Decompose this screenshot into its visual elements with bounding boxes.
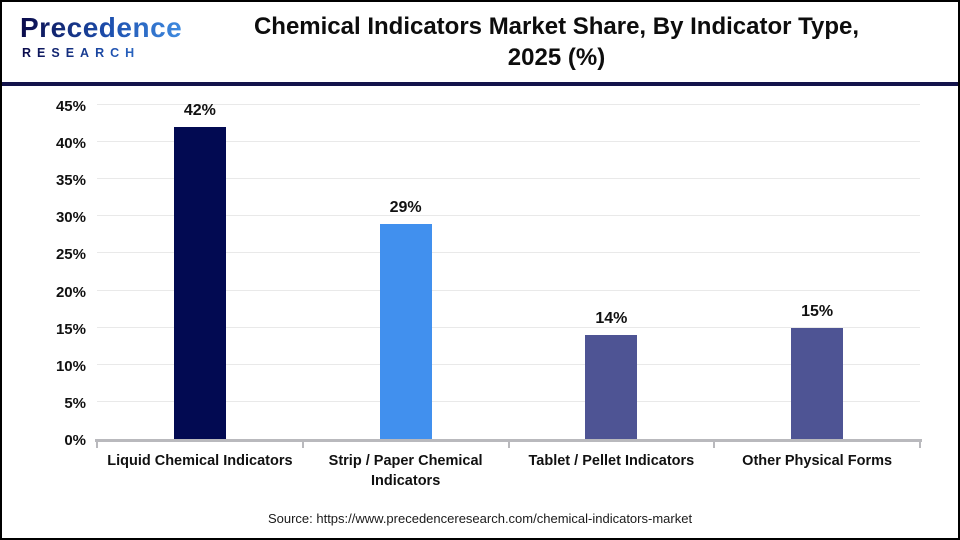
x-axis-tick: [507, 439, 510, 448]
bar: [791, 327, 844, 439]
bar-value-label: 15%: [801, 302, 834, 320]
source-text: Source: https://www.precedenceresearch.c…: [267, 511, 693, 526]
bar-slot: 15%: [714, 105, 920, 439]
gridline: [97, 252, 920, 254]
y-axis-labels: 0% 5% 10% 15% 20% 25% 30% 35% 40% 45%: [2, 98, 86, 449]
y-tick-label: 40%: [55, 135, 86, 153]
plot-area: 42% 29% 14% 15%: [97, 102, 920, 439]
gridline: [97, 178, 920, 180]
header: Precedence RESEARCH Chemical Indicators …: [2, 2, 958, 86]
gridline: [97, 141, 920, 143]
chart-title: Chemical Indicators Market Share, By Ind…: [167, 2, 946, 73]
y-tick-label: 5%: [64, 394, 86, 412]
chart-title-line1: Chemical Indicators Market Share, By Ind…: [253, 13, 860, 40]
gridline: [97, 363, 920, 365]
x-category-label: Tablet / Pellet Indicators: [528, 453, 695, 469]
bar-value-label: 14%: [595, 310, 628, 328]
y-tick-label: 35%: [55, 172, 86, 190]
chart-title-line2: 2025 (%): [507, 44, 606, 71]
y-tick-label: 45%: [55, 98, 86, 115]
bar-value-label: 29%: [389, 198, 422, 216]
bar: [173, 127, 226, 439]
precedence-research-logo: Precedence RESEARCH: [20, 14, 182, 60]
y-tick-label: 10%: [55, 357, 86, 375]
x-category-label: Other Physical Forms: [742, 453, 893, 469]
gridline: [97, 289, 920, 291]
logo-subtitle: RESEARCH: [22, 47, 182, 60]
bar-slot: 14%: [509, 105, 715, 439]
y-tick-label: 15%: [55, 320, 86, 338]
bar: [585, 335, 638, 439]
x-axis-tick: [919, 439, 921, 448]
gridline: [97, 104, 920, 105]
bar-value-label: 42%: [183, 102, 216, 120]
y-tick-label: 0%: [64, 432, 86, 449]
bar-slot: 42%: [97, 102, 303, 439]
y-tick-label: 20%: [55, 283, 86, 301]
logo-wordmark: Precedence: [20, 12, 183, 43]
gridline: [97, 400, 920, 402]
x-axis-ticks: [96, 439, 921, 449]
x-axis-tick: [301, 439, 304, 448]
chart-area: 0% 5% 10% 15% 20% 25% 30% 35% 40% 45% 42% 29% 14% 15…: [2, 86, 958, 538]
x-category-label: Liquid Chemical Indicators: [107, 453, 293, 469]
bar: [379, 223, 432, 439]
x-axis-tick: [96, 439, 98, 448]
bar-slot: 29%: [303, 105, 509, 439]
gridline: [97, 326, 920, 328]
x-category-label: Strip / Paper Chemical Indicators: [328, 453, 483, 489]
gridline: [97, 215, 920, 217]
x-axis-tick: [713, 439, 716, 448]
y-tick-label: 30%: [55, 209, 86, 227]
y-tick-label: 25%: [55, 246, 86, 264]
x-axis-category-labels: Liquid Chemical Indicators Strip / Paper …: [97, 452, 920, 491]
